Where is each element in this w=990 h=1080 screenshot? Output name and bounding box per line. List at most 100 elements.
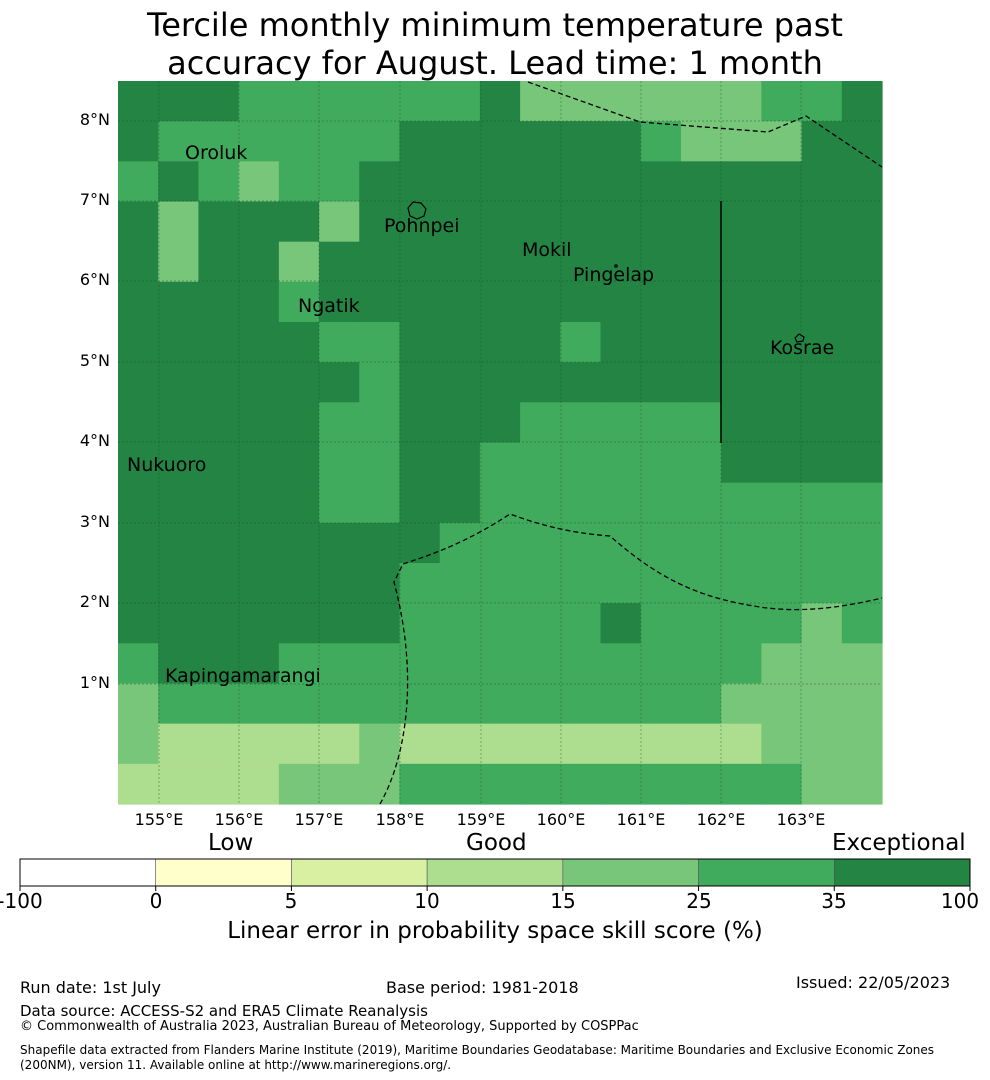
grid-cell <box>680 322 722 363</box>
grid-cell <box>841 482 883 524</box>
grid-cell <box>278 683 320 725</box>
grid-cell <box>359 522 401 564</box>
grid-cell <box>721 322 762 363</box>
grid-cell <box>761 402 803 444</box>
grid-cell <box>841 763 883 805</box>
place-label-kosrae: Kosrae <box>770 337 835 359</box>
grid-cell <box>118 563 159 604</box>
grid-cell <box>680 723 722 765</box>
grid-cell <box>801 482 843 524</box>
grid-cell <box>278 322 320 363</box>
grid-cell <box>198 763 240 805</box>
grid-cell <box>158 281 200 323</box>
grid-cell <box>560 281 602 323</box>
grid-cell <box>158 643 200 685</box>
chart-title: Tercile monthly minimum temperature past… <box>0 6 990 82</box>
grid-cell <box>359 201 401 243</box>
grid-cell <box>278 201 320 243</box>
grid-cell <box>801 362 843 403</box>
grid-cell <box>560 362 602 403</box>
colorbar-swatch <box>155 858 292 887</box>
place-label-nukuoro: Nukuoro <box>127 454 207 476</box>
grid-cell <box>761 161 803 203</box>
grid-cell <box>278 402 320 444</box>
grid-cell <box>198 563 240 604</box>
lon-label-158e: 158°E <box>375 810 425 829</box>
grid-cell <box>721 643 762 685</box>
grid-cell <box>801 81 843 122</box>
grid-cell <box>721 81 762 122</box>
grid-cell <box>520 81 561 122</box>
grid-cell <box>841 81 883 122</box>
grid-cell <box>118 81 159 122</box>
grid-cell <box>399 763 441 805</box>
grid-cell <box>801 241 843 283</box>
shapefile-credit: Shapefile data extracted from Flanders M… <box>20 1043 935 1072</box>
grid-cell <box>238 683 280 725</box>
grid-cell <box>319 723 360 765</box>
grid-cell <box>600 763 642 805</box>
grid-cell <box>721 161 762 203</box>
grid-cell <box>520 603 561 644</box>
grid-cell <box>600 362 642 403</box>
grid-cell <box>680 603 722 644</box>
grid-cell <box>359 683 401 725</box>
grid-cell <box>600 121 642 162</box>
grid-cell <box>238 522 280 564</box>
grid-cell <box>600 723 642 765</box>
grid-cell <box>479 281 521 323</box>
grid-cell <box>439 522 481 564</box>
lon-label-161e: 161°E <box>616 810 666 829</box>
grid-cell <box>319 482 360 524</box>
grid-cell <box>721 121 762 162</box>
grid-cell <box>439 723 481 765</box>
grid-cell <box>761 522 803 564</box>
grid-cell <box>118 723 159 765</box>
grid-cell <box>721 241 762 283</box>
grid-cell <box>439 763 481 805</box>
lat-label-5n: 5°N <box>79 351 110 370</box>
grid-cell <box>399 322 441 363</box>
grid-cell <box>479 643 521 685</box>
grid-cell <box>600 402 642 444</box>
grid-cell <box>118 522 159 564</box>
place-label-kapingamarangi: Kapingamarangi <box>165 665 321 687</box>
grid-cell <box>319 281 360 323</box>
grid-cell <box>721 522 762 564</box>
grid-cell <box>319 442 360 484</box>
grid-cell <box>479 522 521 564</box>
grid-cell <box>600 161 642 203</box>
grid-cell <box>520 322 561 363</box>
grid-cell <box>158 723 200 765</box>
grid-cell <box>399 522 441 564</box>
grid-cell <box>479 442 521 484</box>
grid-cell <box>439 603 481 644</box>
kosrae-island-outline <box>794 333 805 343</box>
grid-cell <box>439 482 481 524</box>
grid-cell <box>600 522 642 564</box>
colorbar-swatch <box>426 858 564 887</box>
grid-cell <box>600 683 642 725</box>
grid-cell <box>439 161 481 203</box>
grid-cell <box>761 763 803 805</box>
grid-cell <box>118 201 159 243</box>
grid-cell <box>439 281 481 323</box>
grid-cell <box>801 402 843 444</box>
grid-cell <box>801 563 843 604</box>
colorbar-tick-0: 0 <box>149 889 163 913</box>
grid-cell <box>158 362 200 403</box>
grid-cell <box>439 563 481 604</box>
grid-cell <box>439 362 481 403</box>
grid-cell <box>801 683 843 725</box>
grid-cell <box>640 563 682 604</box>
grid-cell <box>118 322 159 363</box>
grid-cell <box>118 362 159 403</box>
grid-cell <box>359 763 401 805</box>
grid-cell <box>359 121 401 162</box>
grid-cell <box>761 442 803 484</box>
grid-cell <box>680 683 722 725</box>
grid-cell <box>439 322 481 363</box>
grid-cell <box>238 241 280 283</box>
grid-cell <box>238 563 280 604</box>
grid-cell <box>560 603 602 644</box>
